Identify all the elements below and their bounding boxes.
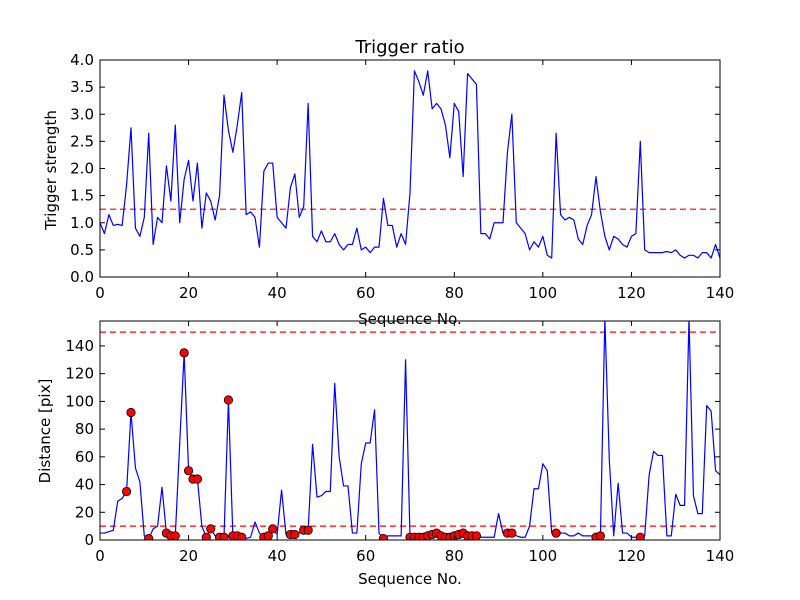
x-tick-label: 120 [617,547,646,565]
x-tick-label: 80 [445,547,464,565]
x-tick-label: 80 [445,284,464,302]
y-tick-label: 2.0 [70,160,94,178]
x-tick-label: 40 [268,284,287,302]
series-line [100,70,720,259]
x-tick-label: 20 [179,547,198,565]
y-tick-label: 120 [65,365,94,383]
data-point-marker [144,534,154,540]
y-tick-label: 4.0 [70,51,94,69]
series-line [100,321,720,540]
data-point-marker [378,534,389,540]
data-layer [100,70,720,259]
data-point-marker [507,528,517,538]
data-point-marker [595,531,606,540]
data-point-marker [126,407,136,418]
data-point-marker [303,525,313,535]
x-tick-label: 60 [356,547,375,565]
x-tick-label: 0 [95,284,105,302]
data-point-marker [268,524,278,534]
y-axis-label: Distance [pix] [36,379,54,484]
y-tick-label: 3.5 [70,78,94,96]
data-point-marker [206,524,216,534]
x-tick-label: 100 [529,284,558,302]
data-point-marker [170,531,180,540]
data-point-marker [121,486,132,497]
y-tick-label: 1.5 [70,187,94,205]
trigger-ratio-plot-area: 0 20 40 60 80 100 120 140 0.0 0.5 1.0 1.5 2.0 2.5 3.0 3… [70,51,734,302]
data-point-marker [223,395,234,405]
data-layer [100,321,720,540]
data-point-marker [201,532,211,540]
distance-plot-area: 0 20 40 60 80 100 120 140 0 20 40 60 80 100 120 140 [65,320,735,565]
data-point-marker [219,532,229,540]
y-axis-label: Trigger strength [42,110,60,231]
x-tick-label: 140 [706,547,735,565]
x-tick-label: 140 [706,284,735,302]
axes-frame [99,59,721,278]
distance-panel: Sequence No. Distance [pix] 0 20 40 60 80 100… [36,320,735,588]
chart-title: Trigger ratio [354,37,464,58]
data-point-marker [635,532,645,540]
y-tick-label: 80 [75,420,94,438]
y-tick-label: 40 [75,476,94,494]
y-tick-label: 60 [75,448,94,466]
y-tick-label: 140 [65,337,94,355]
axes-frame [99,320,721,541]
x-tick-label: 0 [95,547,105,565]
data-point-marker [290,529,300,540]
y-tick-label: 0.0 [70,268,94,286]
data-point-marker [237,532,247,540]
trigger-ratio-panel: Trigger ratio Sequence No. Trigger stren… [42,37,734,328]
y-tick-label: 1.0 [70,214,94,232]
x-tick-label: 20 [179,284,198,302]
data-point-marker [183,466,194,476]
data-point-marker [551,528,561,538]
x-tick-label: 100 [529,547,558,565]
x-tick-label: 40 [268,547,287,565]
y-tick-label: 20 [75,503,94,521]
y-tick-label: 0 [84,531,94,549]
data-point-marker [192,474,203,484]
y-tick-label: 2.5 [70,132,94,150]
data-point-marker [263,531,273,540]
data-point-marker [179,348,189,358]
x-axis-label: Sequence No. [358,310,462,328]
x-tick-label: 60 [356,284,375,302]
y-tick-label: 100 [65,392,94,410]
y-tick-label: 0.5 [70,241,94,259]
x-axis-label: Sequence No. [358,570,462,588]
y-tick-label: 3.0 [70,105,94,123]
data-point-marker [471,531,482,540]
x-tick-label: 120 [617,284,646,302]
